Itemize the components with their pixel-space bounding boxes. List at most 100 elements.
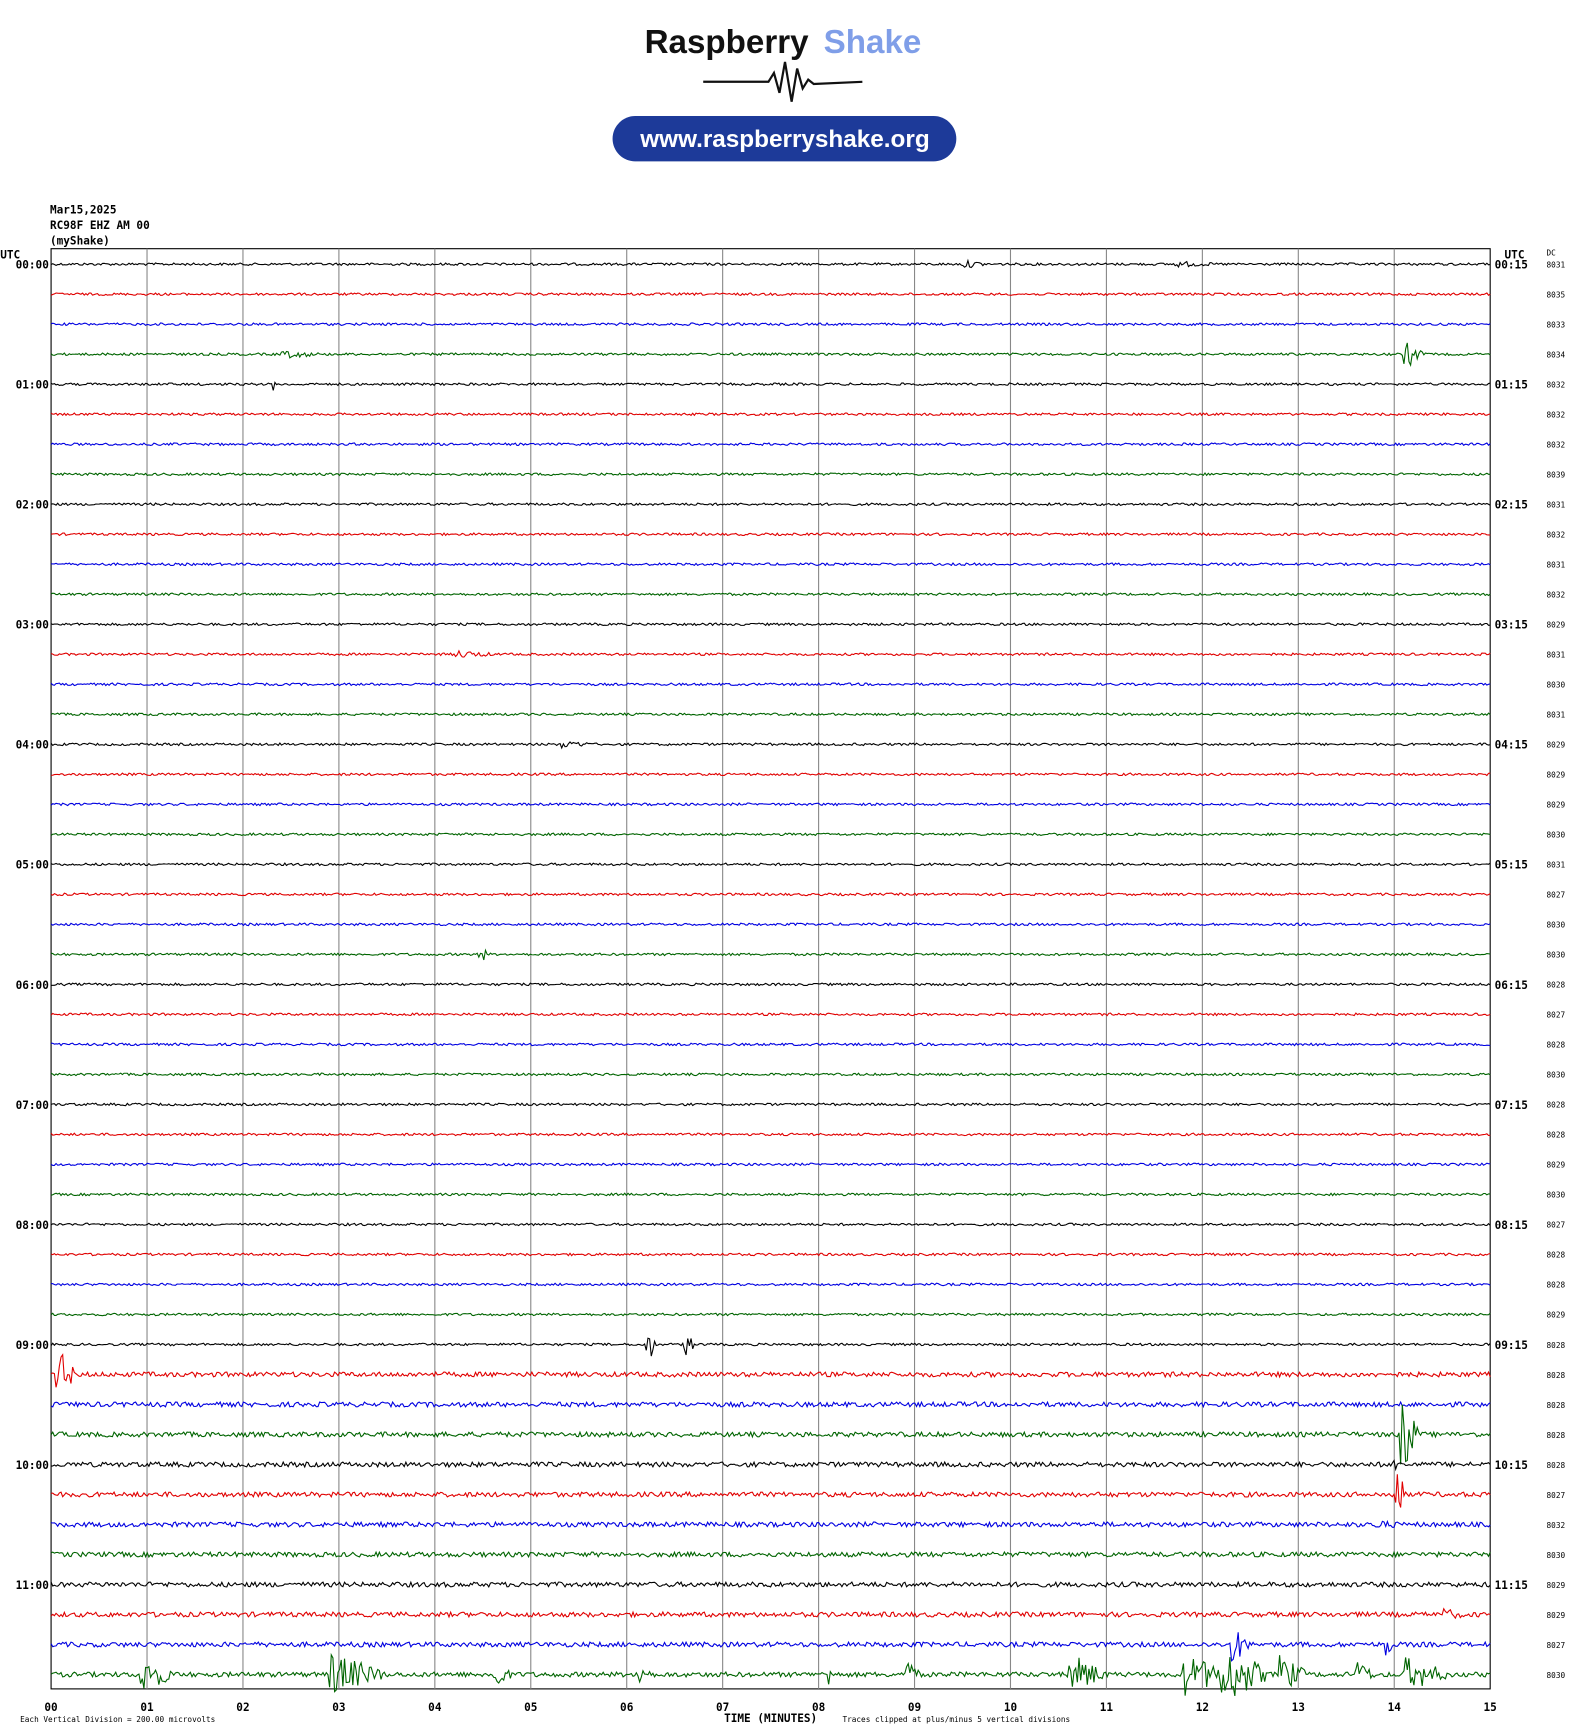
left-time-label: 00:00 bbox=[16, 259, 49, 272]
x-tick-label: 03 bbox=[332, 1701, 345, 1714]
trace bbox=[51, 1042, 1491, 1047]
trace bbox=[50, 1102, 1491, 1107]
trace bbox=[50, 1607, 1491, 1620]
trace bbox=[50, 892, 1491, 897]
dc-value: 8029 bbox=[1547, 1611, 1566, 1620]
left-time-label: 05:00 bbox=[16, 859, 49, 872]
right-time-label: 05:15 bbox=[1495, 859, 1528, 872]
dc-value: 8031 bbox=[1547, 561, 1566, 570]
dc-value: 8032 bbox=[1547, 381, 1566, 390]
url-pill bbox=[612, 116, 957, 162]
trace bbox=[50, 1519, 1491, 1529]
trace bbox=[51, 772, 1491, 777]
dc-value: 8028 bbox=[1547, 1101, 1566, 1110]
dc-value: 8028 bbox=[1547, 981, 1566, 990]
trace bbox=[50, 802, 1491, 807]
right-time-label: 04:15 bbox=[1495, 739, 1528, 752]
info-line: (myShake) bbox=[50, 234, 110, 247]
dc-value: 8035 bbox=[1547, 290, 1566, 299]
left-time-label: 08:00 bbox=[16, 1219, 49, 1232]
trace bbox=[50, 741, 1491, 750]
trace bbox=[50, 258, 1491, 269]
trace bbox=[50, 1550, 1491, 1559]
trace bbox=[50, 1474, 1491, 1508]
trace bbox=[50, 712, 1491, 717]
trace bbox=[50, 592, 1491, 597]
x-tick-label: 14 bbox=[1388, 1701, 1402, 1714]
trace bbox=[50, 1162, 1491, 1167]
x-tick-label: 06 bbox=[620, 1701, 634, 1714]
dc-value: 8029 bbox=[1547, 771, 1566, 780]
trace bbox=[50, 1222, 1491, 1227]
trace bbox=[50, 472, 1491, 477]
footer-clip: Traces clipped at plus/minus 5 vertical … bbox=[842, 1715, 1070, 1724]
trace bbox=[50, 1404, 1491, 1465]
x-tick-label: 04 bbox=[428, 1701, 442, 1714]
left-time-label: 07:00 bbox=[16, 1099, 49, 1112]
x-tick-label: 01 bbox=[140, 1701, 154, 1714]
dc-value: 8030 bbox=[1547, 831, 1566, 840]
plot-frame bbox=[50, 248, 1491, 1690]
dc-value: 8030 bbox=[1547, 1671, 1566, 1680]
left-time-label: 01:00 bbox=[16, 379, 49, 392]
trace bbox=[50, 1337, 1491, 1357]
trace bbox=[50, 622, 1491, 627]
trace bbox=[50, 1312, 1491, 1317]
logo-shake: Shake bbox=[824, 24, 922, 61]
dc-value: 8030 bbox=[1547, 921, 1566, 930]
dc-value: 8032 bbox=[1547, 411, 1566, 420]
trace bbox=[50, 862, 1491, 867]
trace bbox=[50, 292, 1491, 297]
trace bbox=[51, 1459, 1491, 1472]
trace bbox=[50, 1580, 1491, 1589]
right-time-label: 03:15 bbox=[1495, 619, 1528, 632]
trace bbox=[50, 832, 1491, 837]
right-time-label: 06:15 bbox=[1495, 979, 1528, 992]
left-time-label: 06:00 bbox=[16, 979, 49, 992]
right-time-label: 01:15 bbox=[1495, 379, 1528, 392]
dc-value: 8028 bbox=[1547, 1461, 1566, 1470]
trace bbox=[50, 322, 1491, 327]
trace bbox=[51, 982, 1491, 987]
footer-scale: Each Vertical Division = 200.00 microvol… bbox=[20, 1715, 215, 1724]
dc-value: 8030 bbox=[1547, 951, 1566, 960]
trace bbox=[50, 442, 1491, 447]
trace bbox=[50, 1072, 1491, 1077]
dc-value: 8032 bbox=[1547, 1521, 1566, 1530]
right-time-label: 11:15 bbox=[1495, 1579, 1528, 1592]
dc-value: 8031 bbox=[1547, 260, 1566, 269]
trace bbox=[50, 649, 1491, 658]
dc-value: 8031 bbox=[1547, 501, 1566, 510]
trace bbox=[50, 1252, 1491, 1257]
left-time-label: 02:00 bbox=[16, 499, 49, 512]
dc-value: 8032 bbox=[1547, 591, 1566, 600]
x-tick-label: 02 bbox=[236, 1701, 249, 1714]
dc-value: 8029 bbox=[1547, 801, 1566, 810]
x-tick-label: 10 bbox=[1004, 1701, 1017, 1714]
dc-value: 8027 bbox=[1547, 1491, 1566, 1500]
dc-value: 8028 bbox=[1547, 1041, 1566, 1050]
left-time-label: 03:00 bbox=[16, 619, 49, 632]
logo-raspberry: Raspberry bbox=[645, 24, 810, 61]
info-line: RC98F EHZ AM 00 bbox=[50, 219, 150, 232]
dc-value: 8029 bbox=[1547, 621, 1566, 630]
dc-value: 8027 bbox=[1547, 1011, 1566, 1020]
trace bbox=[50, 381, 1491, 391]
x-tick-label: 13 bbox=[1292, 1701, 1305, 1714]
dc-value: 8028 bbox=[1547, 1281, 1566, 1290]
dc-value: 8028 bbox=[1547, 1131, 1566, 1140]
trace bbox=[50, 682, 1491, 687]
dc-value: 8031 bbox=[1547, 711, 1566, 720]
dc-value: 8031 bbox=[1547, 651, 1566, 660]
dc-label: DC bbox=[1547, 248, 1557, 257]
dc-value: 8030 bbox=[1547, 1551, 1566, 1560]
x-tick-label: 07 bbox=[716, 1701, 729, 1714]
x-tick-label: 00 bbox=[44, 1701, 57, 1714]
dc-value: 8032 bbox=[1547, 441, 1566, 450]
dc-value: 8027 bbox=[1547, 1221, 1566, 1230]
x-label: TIME (MINUTES) bbox=[724, 1712, 817, 1725]
right-time-label: 09:15 bbox=[1495, 1339, 1528, 1352]
right-time-label: 10:15 bbox=[1495, 1459, 1528, 1472]
dc-value: 8029 bbox=[1547, 741, 1566, 750]
